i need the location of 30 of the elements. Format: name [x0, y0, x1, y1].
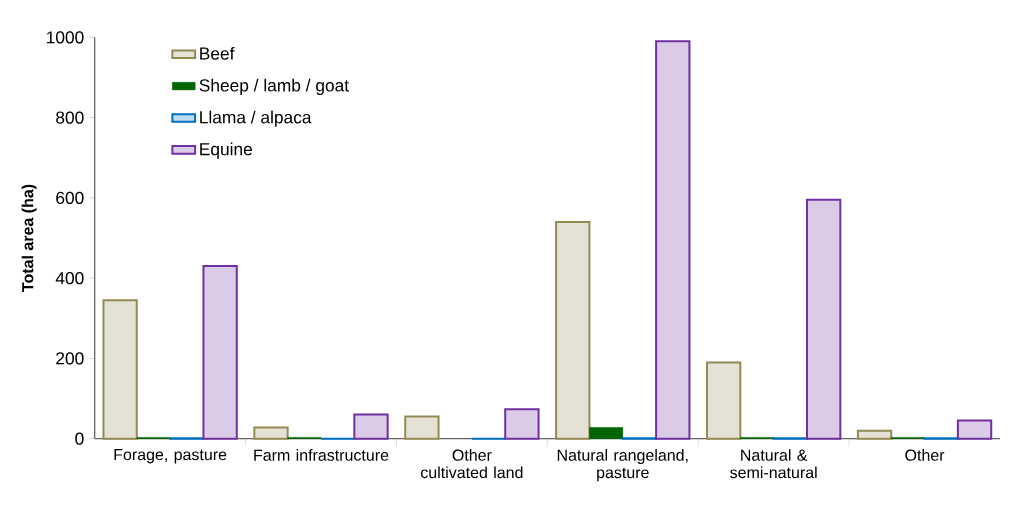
y-tick-label: 800	[56, 111, 84, 124]
x-tick-label: Forage, pasture	[114, 449, 227, 464]
bar	[404, 415, 440, 440]
legend-label: Equine	[200, 142, 252, 159]
legend-label: Llama / alpaca	[200, 110, 312, 127]
y-tick-label: 600	[56, 191, 84, 204]
x-tick-label: Farm infrastructure	[254, 449, 389, 461]
x-tick-label: Natural rangeland, pasture	[557, 449, 688, 482]
bar	[504, 408, 540, 440]
bar	[555, 220, 591, 440]
bar	[202, 265, 238, 440]
bar	[589, 427, 624, 439]
bar	[706, 361, 742, 440]
x-tick-label: Other cultivated land	[420, 449, 523, 479]
y-tick-label: 0	[75, 432, 84, 445]
legend-label: Beef	[200, 46, 235, 60]
x-tick-label: Other	[905, 449, 945, 461]
bar	[253, 426, 289, 440]
y-axis-title: Total area (ha)	[21, 184, 37, 292]
legend-label: Sheep / lamb / goat	[199, 78, 349, 95]
bar	[856, 429, 893, 440]
y-tick-label: 200	[56, 352, 84, 365]
bar	[956, 419, 993, 440]
x-tick-label: Natural & semi-natural	[730, 449, 817, 479]
y-tick-label: 400	[55, 271, 84, 285]
bar	[655, 40, 691, 440]
bar	[353, 413, 389, 440]
bar	[102, 299, 138, 440]
bar	[806, 198, 842, 440]
y-tick-label: 1000	[47, 31, 84, 44]
